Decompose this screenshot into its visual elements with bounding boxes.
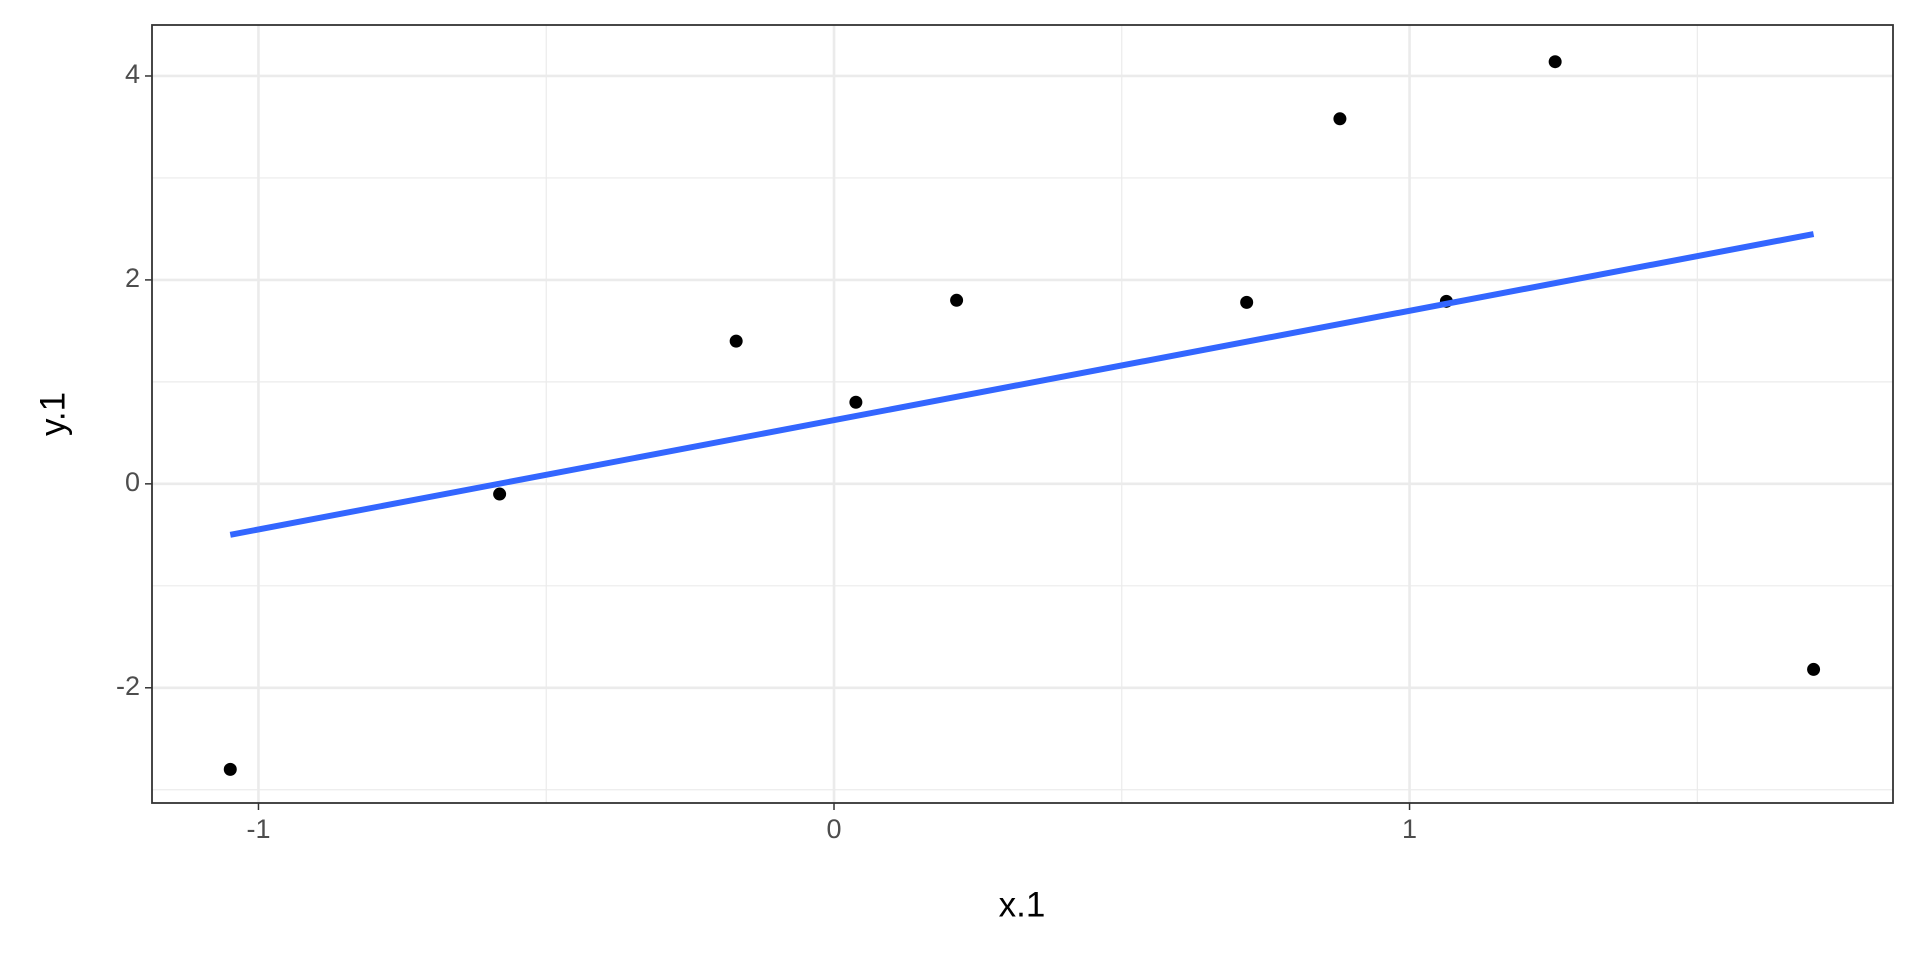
point	[849, 395, 863, 409]
point	[223, 762, 237, 776]
point	[1548, 55, 1562, 69]
point	[1807, 662, 1821, 676]
point	[950, 293, 964, 307]
fit-line	[229, 231, 1815, 538]
x-tick-label: 1	[1402, 814, 1417, 844]
y-tick-label: 2	[125, 263, 140, 293]
point	[1240, 295, 1254, 309]
point	[1333, 112, 1347, 126]
point	[493, 487, 507, 501]
point	[729, 334, 743, 348]
x-tick-label: -1	[246, 814, 270, 844]
x-tick-label: 0	[826, 814, 841, 844]
x-axis-title: x.1	[999, 885, 1046, 924]
y-tick-label: 0	[125, 467, 140, 497]
panel-border	[151, 24, 1894, 804]
y-tick-label: -2	[116, 671, 140, 701]
y-tick-label: 4	[125, 59, 140, 89]
y-axis-title: y.1	[33, 392, 72, 436]
